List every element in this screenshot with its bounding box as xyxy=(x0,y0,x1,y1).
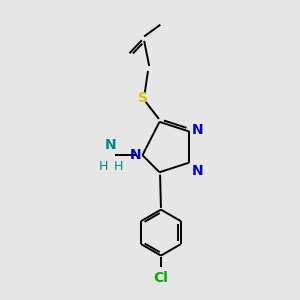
Text: N: N xyxy=(191,164,203,178)
Text: H: H xyxy=(114,160,123,173)
Text: N: N xyxy=(129,148,141,162)
Text: S: S xyxy=(138,91,148,105)
Text: Cl: Cl xyxy=(154,271,168,285)
Text: H: H xyxy=(99,160,108,173)
Text: N: N xyxy=(192,123,204,137)
Text: N: N xyxy=(105,138,117,152)
